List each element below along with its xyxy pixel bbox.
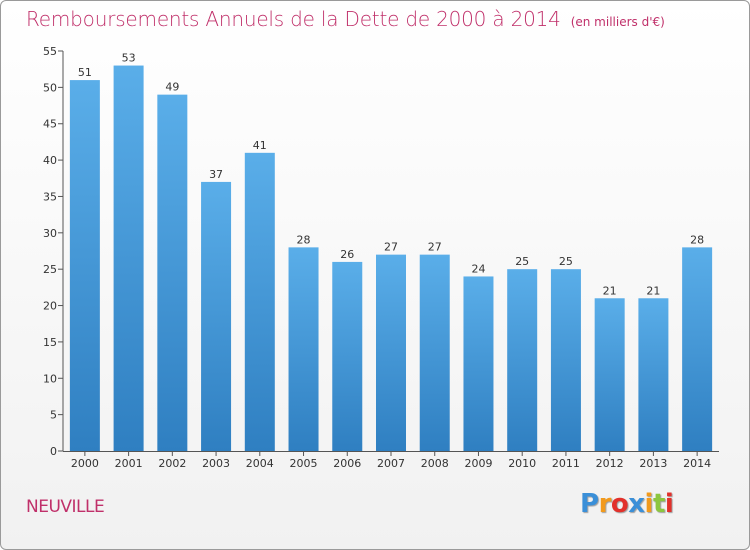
- y-tick-label: 50: [43, 81, 57, 94]
- bar: [376, 254, 406, 451]
- bar-value-label: 37: [209, 168, 223, 181]
- x-tick-label: 2012: [596, 457, 624, 470]
- logo-letter: P: [580, 489, 599, 519]
- bar-value-label: 41: [253, 139, 267, 152]
- x-tick-label: 2005: [290, 457, 318, 470]
- bar-value-label: 24: [471, 262, 485, 275]
- bar: [244, 152, 275, 451]
- x-tick-label: 2007: [377, 457, 405, 470]
- x-tick-label: 2004: [246, 457, 274, 470]
- y-tick-label: 5: [50, 409, 57, 422]
- y-tick-label: 45: [43, 118, 57, 131]
- bar-value-label: 25: [515, 255, 529, 268]
- bar-value-label: 25: [559, 255, 573, 268]
- bar-value-label: 49: [165, 81, 179, 94]
- x-tick-label: 2001: [115, 457, 143, 470]
- x-tick-label: 2002: [158, 457, 186, 470]
- bar: [682, 247, 713, 451]
- bar: [419, 254, 450, 451]
- bar: [638, 298, 669, 451]
- chart-title-unit: (en milliers d'€): [570, 15, 665, 29]
- chart-title: Remboursements Annuels de la Dette de 20…: [26, 7, 665, 31]
- x-tick-label: 2006: [333, 457, 361, 470]
- x-tick-label: 2008: [421, 457, 449, 470]
- bar: [113, 65, 144, 451]
- bar: [594, 298, 625, 451]
- bar-value-label: 51: [78, 66, 92, 79]
- bar: [507, 269, 538, 451]
- logo-letter: o: [610, 489, 629, 519]
- town-name: NEUVILLE: [26, 497, 105, 517]
- bar: [332, 261, 363, 451]
- chart-title-main: Remboursements Annuels de la Dette de 20…: [26, 7, 561, 31]
- bar-value-label: 21: [603, 284, 617, 297]
- y-tick-label: 35: [43, 190, 57, 203]
- x-tick-label: 2011: [552, 457, 580, 470]
- bar-value-label: 27: [384, 241, 398, 254]
- x-tick-label: 2010: [508, 457, 536, 470]
- logo-letter: i: [644, 489, 654, 519]
- logo-letter: t: [652, 489, 665, 519]
- x-tick-label: 2013: [639, 457, 667, 470]
- logo-letter: r: [598, 489, 612, 519]
- bar: [288, 247, 319, 451]
- bar: [201, 181, 232, 451]
- y-tick-label: 0: [50, 445, 57, 458]
- logo-letter: x: [628, 489, 645, 519]
- y-tick-label: 15: [43, 336, 57, 349]
- bar-value-label: 27: [428, 241, 442, 254]
- x-tick-label: 2009: [464, 457, 492, 470]
- proxiti-logo: Proxiti: [580, 489, 674, 519]
- bar: [69, 80, 100, 451]
- x-tick-label: 2014: [683, 457, 711, 470]
- bar: [550, 269, 581, 451]
- y-tick-label: 25: [43, 263, 57, 276]
- y-tick-label: 20: [43, 300, 57, 313]
- x-tick-label: 2000: [71, 457, 99, 470]
- bar-value-label: 28: [297, 233, 311, 246]
- bar-value-label: 28: [690, 233, 704, 246]
- bar: [157, 94, 188, 452]
- bar-value-label: 26: [340, 248, 354, 261]
- bar-value-label: 21: [646, 284, 660, 297]
- y-tick-label: 10: [43, 372, 57, 385]
- y-tick-label: 30: [43, 227, 57, 240]
- bar: [463, 276, 494, 451]
- bar-value-label: 53: [122, 52, 136, 65]
- y-tick-label: 40: [43, 154, 57, 167]
- logo-letter: i: [664, 489, 674, 519]
- x-tick-label: 2003: [202, 457, 230, 470]
- y-tick-label: 55: [43, 45, 57, 58]
